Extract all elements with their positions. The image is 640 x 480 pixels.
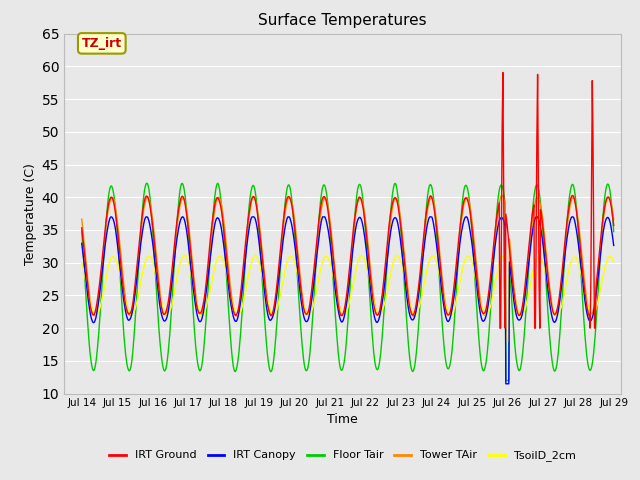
- TsoilD_2cm: [444, 310, 452, 315]
- Tower TAir: [78, 216, 86, 222]
- Tower TAir: [502, 338, 509, 344]
- Line: Floor Tair: Floor Tair: [82, 183, 614, 381]
- Tower TAir: [218, 201, 225, 207]
- IRT Ground: [195, 309, 202, 315]
- IRT Canopy: [340, 314, 348, 320]
- Floor Tair: [218, 209, 226, 215]
- TsoilD_2cm: [180, 252, 188, 258]
- IRT Canopy: [563, 240, 570, 245]
- IRT Canopy: [78, 240, 86, 246]
- IRT Ground: [496, 325, 504, 331]
- TsoilD_2cm: [340, 311, 348, 317]
- Floor Tair: [143, 180, 150, 186]
- Line: IRT Ground: IRT Ground: [82, 72, 614, 328]
- Floor Tair: [444, 366, 452, 372]
- Tower TAir: [563, 231, 570, 237]
- IRT Canopy: [392, 215, 399, 221]
- IRT Ground: [391, 195, 399, 201]
- Tower TAir: [195, 309, 202, 314]
- TsoilD_2cm: [563, 279, 570, 285]
- TsoilD_2cm: [610, 259, 618, 265]
- Line: Tower TAir: Tower TAir: [82, 195, 614, 341]
- IRT Ground: [339, 310, 347, 316]
- Floor Tair: [195, 367, 203, 372]
- Tower TAir: [444, 310, 451, 315]
- IRT Ground: [610, 223, 618, 228]
- IRT Canopy: [444, 319, 452, 324]
- Tower TAir: [610, 217, 618, 223]
- Title: Surface Temperatures: Surface Temperatures: [258, 13, 427, 28]
- Line: TsoilD_2cm: TsoilD_2cm: [82, 255, 614, 341]
- Line: IRT Canopy: IRT Canopy: [82, 217, 614, 384]
- Floor Tair: [502, 378, 509, 384]
- X-axis label: Time: Time: [327, 413, 358, 426]
- IRT Canopy: [108, 214, 115, 220]
- Floor Tair: [78, 228, 86, 234]
- Floor Tair: [610, 228, 618, 234]
- Tower TAir: [391, 196, 399, 202]
- TsoilD_2cm: [502, 338, 509, 344]
- TsoilD_2cm: [218, 255, 226, 261]
- IRT Ground: [563, 224, 570, 229]
- Floor Tair: [563, 227, 570, 233]
- Y-axis label: Temperature (C): Temperature (C): [24, 163, 37, 264]
- TsoilD_2cm: [392, 253, 399, 259]
- IRT Canopy: [218, 230, 226, 236]
- TsoilD_2cm: [78, 260, 86, 266]
- IRT Ground: [218, 207, 225, 213]
- Floor Tair: [392, 181, 399, 187]
- Tower TAir: [339, 312, 347, 317]
- IRT Canopy: [502, 381, 509, 387]
- IRT Canopy: [195, 318, 203, 324]
- Floor Tair: [340, 360, 348, 366]
- Tower TAir: [499, 192, 506, 198]
- IRT Ground: [78, 225, 86, 231]
- TsoilD_2cm: [195, 309, 203, 314]
- IRT Ground: [499, 70, 507, 75]
- IRT Canopy: [610, 242, 618, 248]
- Text: TZ_irt: TZ_irt: [82, 37, 122, 50]
- IRT Ground: [444, 312, 451, 318]
- Legend: IRT Ground, IRT Canopy, Floor Tair, Tower TAir, TsoilD_2cm: IRT Ground, IRT Canopy, Floor Tair, Towe…: [105, 446, 580, 466]
